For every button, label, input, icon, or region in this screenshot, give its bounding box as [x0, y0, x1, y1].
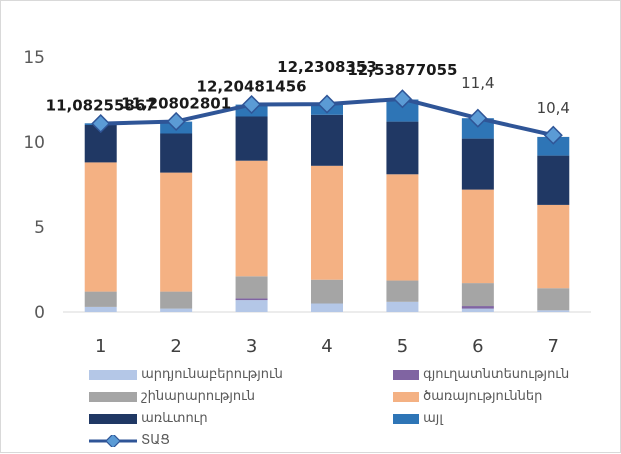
- bar-segment-4-1: [160, 134, 192, 173]
- bar-segment-4-3: [311, 115, 343, 166]
- line-data-label-2: 12,20481456: [197, 78, 307, 96]
- bar-segment-0-2: [236, 300, 268, 312]
- legend-swatch-2: [89, 392, 137, 402]
- line-data-label-4: 12,53877055: [347, 61, 457, 79]
- legend-item-5: այլ: [393, 411, 443, 426]
- bar-segment-0-0: [85, 307, 117, 312]
- legend-label-line: ՏԱՑ: [141, 433, 170, 448]
- bar-segment-2-2: [236, 276, 268, 298]
- x-tick-label-2: 3: [246, 336, 257, 357]
- legend-item-1: գյուղատնտեսություն: [393, 367, 569, 382]
- x-tick-label-6: 7: [548, 336, 559, 357]
- legend-swatch-0: [89, 370, 137, 380]
- x-tick-label-1: 2: [170, 336, 181, 357]
- line-data-label-6: 10,4: [537, 99, 570, 117]
- y-tick-label-1: 5: [34, 218, 45, 238]
- bar-segment-4-6: [537, 156, 569, 205]
- bar-segment-2-0: [85, 292, 117, 307]
- bar-segment-0-5: [462, 309, 494, 312]
- x-tick-label-0: 1: [95, 336, 106, 357]
- bar-segment-3-5: [462, 190, 494, 284]
- x-tick-label-5: 6: [472, 336, 483, 357]
- bar-segment-2-4: [386, 281, 418, 302]
- legend-item-3: ծառայություններ: [393, 389, 542, 404]
- legend-item-line: ՏԱՑ: [89, 433, 170, 448]
- x-tick-label-4: 5: [397, 336, 408, 357]
- bar-segment-3-4: [386, 174, 418, 280]
- bar-segment-0-4: [386, 302, 418, 312]
- bar-segment-2-3: [311, 280, 343, 304]
- x-tick-label-3: 4: [321, 336, 332, 357]
- bar-segment-4-2: [236, 117, 268, 161]
- bar-segment-3-1: [160, 173, 192, 292]
- bar-segment-4-5: [462, 139, 494, 190]
- legend-swatch-5: [393, 414, 419, 424]
- legend-item-4: առևտուր: [89, 411, 208, 426]
- bar-segment-4-4: [386, 122, 418, 175]
- bar-segment-0-1: [160, 309, 192, 312]
- bar-segment-1-2: [236, 298, 268, 300]
- legend-label-0: արդյունաբերություն: [141, 367, 283, 382]
- line-data-label-5: 11,4: [461, 74, 494, 92]
- bar-segment-2-5: [462, 283, 494, 306]
- y-tick-label-0: 0: [34, 303, 45, 323]
- legend-label-5: այլ: [423, 411, 443, 426]
- bar-segment-3-2: [236, 161, 268, 277]
- y-tick-label-3: 15: [23, 48, 45, 68]
- bar-segment-0-3: [311, 304, 343, 313]
- legend-swatch-1: [393, 370, 419, 380]
- legend-swatch-3: [393, 392, 419, 402]
- legend-label-1: գյուղատնտեսություն: [423, 367, 569, 382]
- bar-segment-1-5: [462, 306, 494, 309]
- legend-swatch-4: [89, 414, 137, 424]
- legend-item-0: արդյունաբերություն: [89, 367, 283, 382]
- bar-segment-3-6: [537, 205, 569, 288]
- legend-label-3: ծառայություններ: [423, 389, 542, 404]
- bar-segment-3-0: [85, 162, 117, 291]
- bar-segment-2-1: [160, 292, 192, 309]
- bar-segment-0-6: [537, 310, 569, 312]
- legend-item-2: շինարարություն: [89, 389, 255, 404]
- bar-segment-3-3: [311, 166, 343, 280]
- legend-line-marker-icon: [89, 435, 137, 447]
- line-data-label-1: 11,20802801: [121, 94, 231, 112]
- y-tick-label-2: 10: [23, 133, 45, 153]
- legend-label-2: շինարարություն: [141, 389, 255, 404]
- legend-label-4: առևտուր: [141, 411, 207, 426]
- bar-segment-2-6: [537, 288, 569, 310]
